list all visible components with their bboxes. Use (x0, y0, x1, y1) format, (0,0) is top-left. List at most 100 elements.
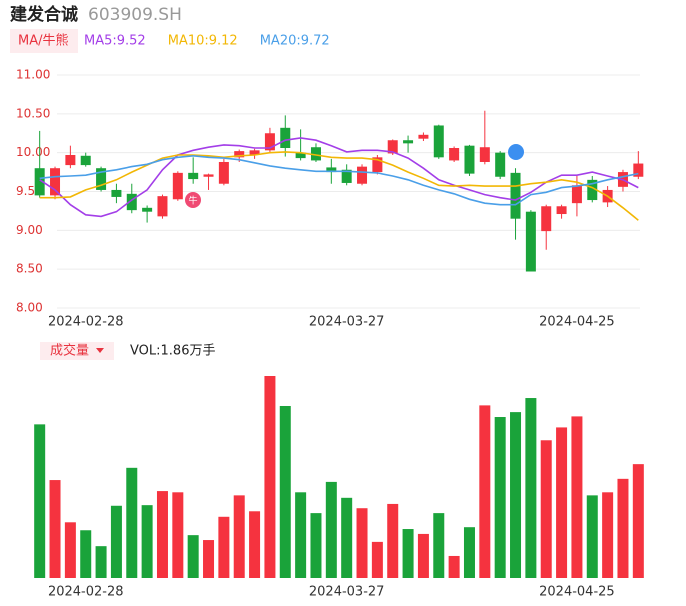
candle-body (34, 168, 45, 196)
volume-bar (80, 530, 92, 578)
volume-bar (371, 541, 383, 578)
volume-bar (510, 412, 522, 578)
volume-bar (494, 417, 506, 578)
volume-bar (249, 511, 261, 578)
candle-body (479, 147, 490, 162)
volume-bar (402, 529, 414, 578)
candle-body (341, 169, 352, 183)
volume-bar (448, 555, 460, 578)
volume-bar (556, 427, 568, 578)
ma-line (39, 151, 639, 221)
x-tick-label: 2024-03-27 (309, 315, 385, 330)
volume-bar (356, 508, 368, 578)
volume-bar (64, 522, 76, 578)
volume-bar (571, 416, 583, 578)
candle-body (556, 206, 567, 215)
candle-body (295, 152, 306, 159)
candle-body (126, 193, 137, 211)
candle-body (310, 147, 321, 161)
bull-marker-bg (185, 192, 201, 208)
volume-bar (341, 497, 353, 578)
volume-bar (141, 505, 153, 578)
ma-line (39, 154, 639, 206)
candle-body (203, 174, 214, 177)
volume-bar (49, 480, 61, 578)
candle-body (188, 172, 199, 180)
candle-body (326, 167, 337, 173)
legend-entry: MA5:9.52 (84, 34, 146, 49)
legend-entry: MA20:9.72 (260, 34, 330, 49)
candle-body (387, 140, 398, 154)
bull-marker: 牛 (188, 195, 197, 207)
volume-bar (417, 533, 429, 578)
candle-body (403, 140, 414, 144)
candle-body (372, 157, 383, 173)
volume-button-bg[interactable] (40, 342, 114, 360)
volume-bar (95, 546, 107, 578)
volume-bar (34, 424, 46, 578)
y-tick-label: 8.00 (16, 301, 43, 315)
candle-body (525, 211, 536, 272)
candle-body (510, 172, 521, 219)
volume-bar (110, 505, 122, 578)
x-tick-label: 2024-02-28 (48, 315, 124, 330)
bear-marker (508, 144, 524, 160)
volume-bar (264, 376, 276, 578)
volume-button[interactable]: 成交量 (50, 343, 89, 359)
dropdown-arrow[interactable] (96, 348, 104, 353)
volume-bar (325, 481, 337, 578)
volume-bar (602, 492, 614, 578)
candle-body (65, 154, 76, 166)
candle-body (249, 150, 260, 155)
y-tick-label: 10.50 (16, 106, 50, 120)
candle-body (264, 133, 275, 151)
candle-body (157, 196, 168, 217)
volume-bar (279, 405, 291, 578)
candle-body (280, 127, 291, 149)
y-tick-label: 8.50 (16, 262, 43, 276)
x-tick-label: 2024-03-27 (309, 585, 385, 600)
candle-body (449, 148, 460, 161)
candle-body (172, 172, 183, 200)
volume-bar (203, 540, 215, 578)
candle-body (218, 161, 229, 184)
x-tick-label: 2024-04-25 (539, 315, 615, 330)
candle-body (142, 207, 153, 212)
candle-body (541, 206, 552, 232)
indicator-button-bg[interactable] (10, 29, 78, 53)
candle-body (464, 145, 475, 174)
volume-bar (433, 513, 445, 578)
volume-bar (479, 405, 491, 578)
candle-body (587, 179, 598, 201)
stock-code: 603909.SH (88, 5, 182, 25)
x-tick-label: 2024-04-25 (539, 585, 615, 600)
indicator-button[interactable]: MA/牛熊 (18, 33, 69, 49)
candle-body (571, 185, 582, 204)
candle-body (234, 151, 245, 158)
candle-body (96, 168, 107, 190)
volume-bar (540, 440, 552, 578)
candle-body (495, 152, 506, 177)
volume-bar (387, 503, 399, 578)
volume-bar (233, 495, 245, 578)
volume-bar (295, 492, 307, 578)
ma-line (39, 137, 639, 218)
stock-name: 建发合诚 (10, 4, 78, 25)
candle-body (418, 134, 429, 139)
volume-bar (156, 491, 168, 578)
volume-bar (586, 495, 598, 578)
volume-bar (463, 527, 475, 578)
y-tick-label: 11.00 (16, 68, 50, 82)
volume-bar (310, 513, 322, 578)
volume-bar (617, 478, 629, 578)
candle-body (357, 166, 368, 184)
legend-entry: MA10:9.12 (168, 34, 238, 49)
volume-bar (632, 464, 644, 578)
volume-bar (126, 467, 138, 578)
candle-body (80, 155, 91, 166)
volume-bar (525, 398, 537, 578)
candle-body (633, 163, 644, 177)
volume-bar (187, 535, 199, 578)
volume-label: VOL:1.86万手 (130, 344, 215, 359)
